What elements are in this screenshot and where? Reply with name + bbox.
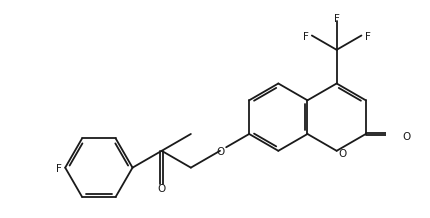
Text: F: F [56, 164, 62, 174]
Text: F: F [364, 32, 370, 41]
Text: O: O [157, 184, 166, 194]
Text: F: F [302, 32, 308, 41]
Text: O: O [402, 132, 410, 142]
Text: F: F [333, 14, 339, 24]
Text: O: O [215, 147, 224, 157]
Text: O: O [338, 149, 346, 159]
